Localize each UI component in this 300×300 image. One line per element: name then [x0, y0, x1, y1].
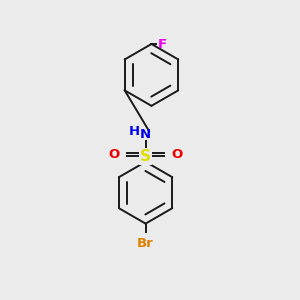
Text: F: F	[158, 38, 166, 50]
Text: Br: Br	[137, 237, 154, 250]
Text: S: S	[140, 149, 151, 164]
Text: N: N	[140, 128, 151, 141]
Text: H: H	[129, 125, 140, 138]
Text: O: O	[172, 148, 183, 161]
Text: O: O	[108, 148, 119, 161]
